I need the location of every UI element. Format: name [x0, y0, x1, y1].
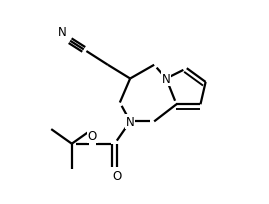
Text: N: N	[58, 26, 67, 39]
Text: O: O	[113, 169, 122, 182]
Text: N: N	[126, 115, 134, 128]
Text: O: O	[88, 129, 97, 142]
Text: N: N	[162, 73, 171, 86]
